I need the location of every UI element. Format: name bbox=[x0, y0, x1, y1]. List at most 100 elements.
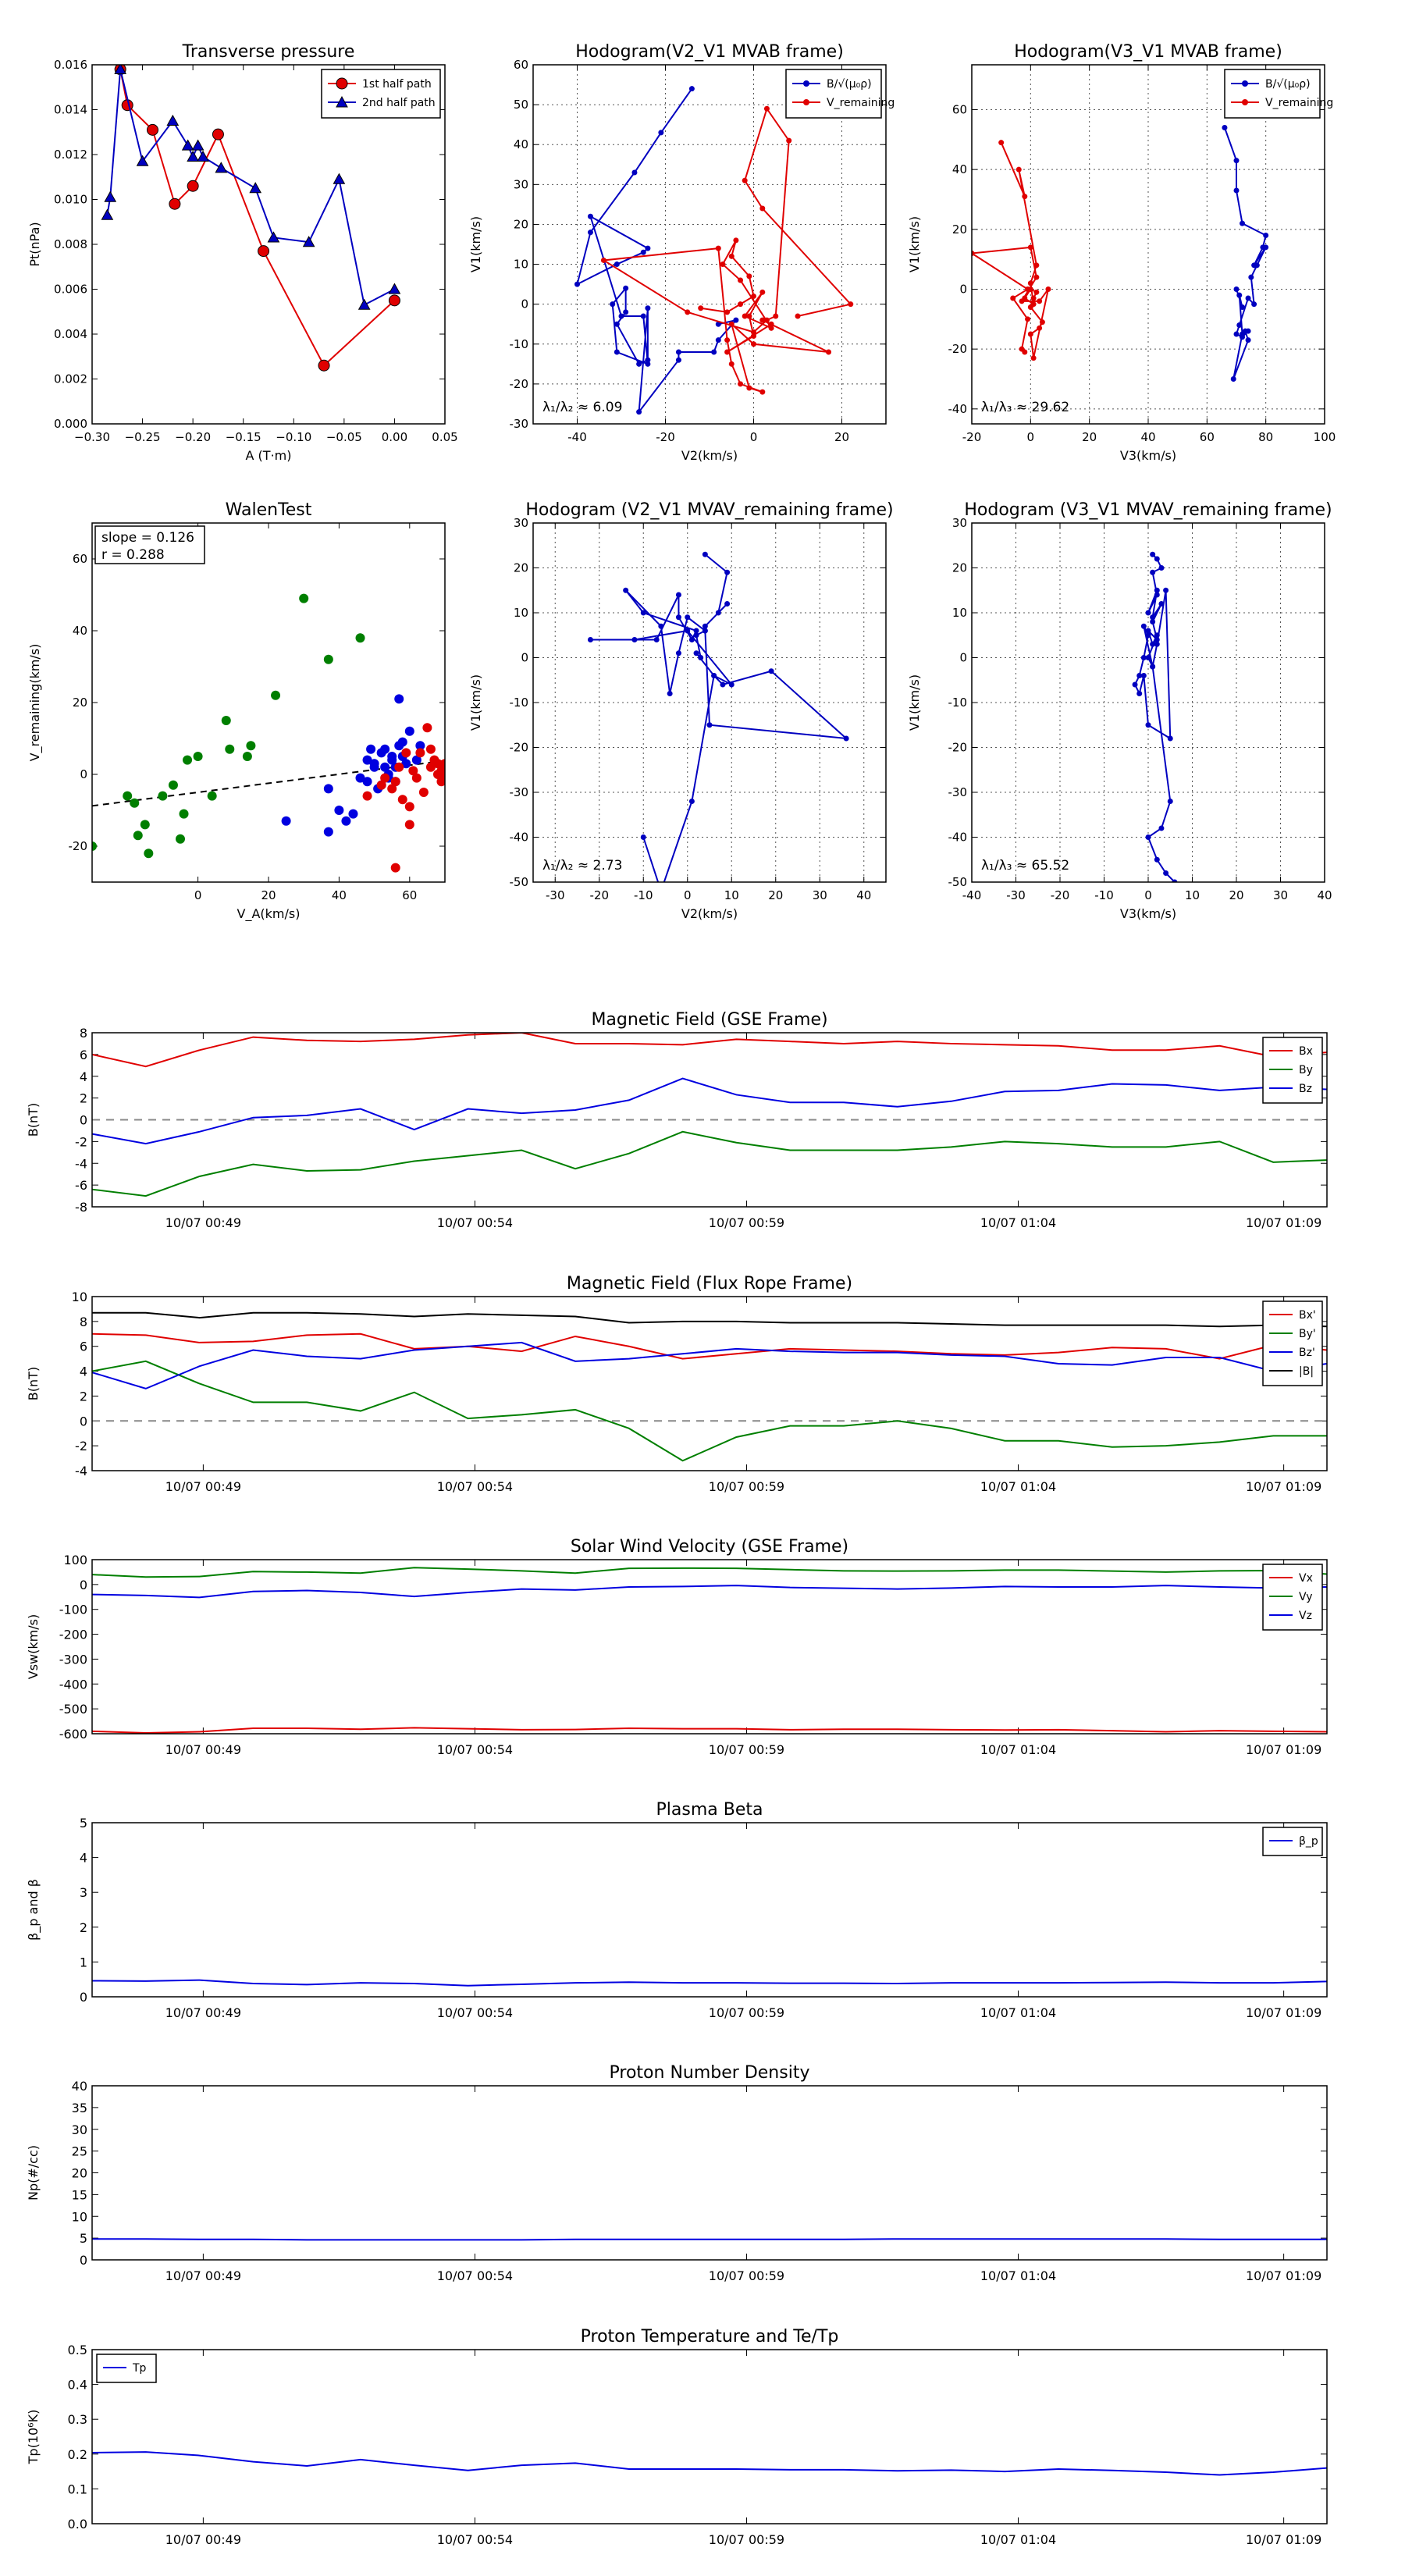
hodo4-xtick-label: 40 bbox=[1317, 888, 1332, 902]
mag_gse-ytick-label: -4 bbox=[75, 1156, 87, 1171]
hodo4-point bbox=[1150, 614, 1156, 621]
walen-point bbox=[168, 780, 178, 790]
walen-point bbox=[411, 773, 422, 783]
walen-point bbox=[380, 762, 390, 772]
walen-point bbox=[348, 809, 358, 819]
hodo2-point bbox=[1248, 274, 1254, 280]
hodo2-xtick-label: 60 bbox=[1200, 430, 1215, 444]
walen-point bbox=[341, 816, 351, 826]
mag_fr-ytick-label: 4 bbox=[80, 1364, 87, 1379]
hodo2-point bbox=[1240, 220, 1246, 226]
hodo3-point bbox=[675, 650, 681, 656]
mag_fr-ytick-label: 2 bbox=[80, 1389, 87, 1404]
hodo1-point bbox=[826, 349, 832, 355]
transverse-point bbox=[388, 294, 400, 307]
hodo3-point bbox=[698, 655, 704, 660]
hodo4-ytick-label: 10 bbox=[952, 606, 967, 620]
mag_gse-ytick-label: 2 bbox=[80, 1091, 87, 1106]
hodo3-point bbox=[693, 650, 699, 656]
walen-title: WalenTest bbox=[226, 500, 312, 520]
walen-chart: 0 20 40 60 -20 0 20 40 60 WalenTest V_A(km/s) V_rem… bbox=[27, 500, 445, 922]
transverse-xlabel: A (T·m) bbox=[246, 448, 292, 463]
hodo4-point bbox=[1154, 556, 1160, 562]
hodo4-point bbox=[1154, 587, 1160, 593]
hodo2-point bbox=[1010, 295, 1016, 301]
mag_fr-legend-label: |B| bbox=[1299, 1365, 1314, 1378]
hodo2-legend bbox=[1224, 69, 1321, 119]
hodo2-point bbox=[1045, 286, 1051, 292]
hodo1-point bbox=[614, 321, 620, 327]
np-xtick-label: 10/07 00:54 bbox=[437, 2268, 513, 2283]
hodo3-point bbox=[640, 610, 646, 616]
hodo4-ytick-label: 0 bbox=[959, 651, 967, 665]
hodo2-plot-area bbox=[972, 125, 1269, 382]
hodo1-point bbox=[742, 177, 748, 183]
hodo1-point bbox=[720, 262, 726, 268]
hodo3-xtick-label: 20 bbox=[768, 888, 783, 902]
hodo3-point bbox=[685, 628, 691, 634]
beta-xtick-label: 10/07 00:59 bbox=[709, 2005, 784, 2020]
hodo1-point bbox=[768, 325, 774, 331]
vsw-legend-label: Vz bbox=[1299, 1610, 1312, 1622]
mag_gse-xtick-label: 10/07 00:59 bbox=[709, 1215, 784, 1230]
hodo2-ylabel: V1(km/s) bbox=[907, 216, 922, 272]
walen-point bbox=[323, 784, 333, 794]
hodo1-point bbox=[728, 361, 735, 367]
hodo3-point bbox=[702, 623, 708, 629]
hodo1-chart: -40 -20 0 20 -30 -20 -10 0 10 20 30 40 50 60 Hodogram(… bbox=[468, 42, 895, 463]
mag_gse-ytick-label: -6 bbox=[75, 1178, 87, 1193]
vsw-ytick-label: 100 bbox=[63, 1553, 87, 1567]
hodo3-point bbox=[720, 681, 726, 688]
walen-point bbox=[415, 741, 425, 751]
hodo2-xtick-label: 0 bbox=[1027, 430, 1035, 444]
hodo3-ytick-label: -50 bbox=[510, 875, 529, 889]
hodo1-point bbox=[618, 313, 624, 319]
vsw-title: Solar Wind Velocity (GSE Frame) bbox=[571, 1537, 848, 1557]
transverse-xtick-label: 0.00 bbox=[382, 430, 407, 444]
hodo3-point bbox=[667, 691, 673, 696]
hodo1-ytick-label: -30 bbox=[510, 417, 529, 431]
hodo4-point bbox=[1150, 619, 1156, 624]
hodo1-series-line-0 bbox=[575, 88, 738, 415]
tp-plot-area bbox=[92, 2451, 1327, 2476]
np-xtick-label: 10/07 00:49 bbox=[165, 2268, 241, 2283]
walen-ytick-label: 60 bbox=[73, 552, 87, 566]
hodo4-xtick-label: -30 bbox=[1006, 888, 1026, 902]
hodo4-point bbox=[1150, 569, 1156, 575]
hodo3-ytick-label: 30 bbox=[514, 516, 528, 530]
walen-point bbox=[415, 748, 425, 758]
walen-point bbox=[140, 820, 150, 830]
walen-point bbox=[123, 791, 133, 801]
hodo2-point bbox=[1039, 319, 1045, 326]
hodo4-xtick-label: 0 bbox=[1144, 888, 1152, 902]
hodo3-title: Hodogram (V2_V1 MVAV_remaining frame) bbox=[525, 500, 893, 520]
transverse-point bbox=[101, 208, 114, 220]
walen-point bbox=[404, 726, 414, 736]
hodo3-point bbox=[685, 614, 691, 621]
hodo1-point bbox=[600, 257, 606, 263]
hodo1-point bbox=[759, 289, 766, 295]
hodo1-point bbox=[724, 337, 731, 343]
hodo4-point bbox=[1172, 879, 1178, 882]
hodo2-point bbox=[1254, 262, 1260, 269]
walen-point bbox=[418, 788, 429, 797]
hodo1-xlabel: V2(km/s) bbox=[681, 448, 738, 463]
transverse-point bbox=[318, 359, 330, 372]
hodo4-ytick-label: -50 bbox=[948, 875, 968, 889]
vsw-ytick-label: -600 bbox=[59, 1727, 87, 1742]
mag_gse-xtick-label: 10/07 01:09 bbox=[1246, 1215, 1321, 1230]
walen-point bbox=[394, 762, 404, 772]
hodo4-point bbox=[1132, 681, 1138, 688]
walen-ylabel: V_remaining(km/s) bbox=[27, 644, 43, 762]
transverse-legend-marker bbox=[336, 95, 348, 108]
hodo4-xtick-label: 30 bbox=[1273, 888, 1288, 902]
beta-ytick-label: 2 bbox=[80, 1920, 87, 1935]
beta-xtick-label: 10/07 01:04 bbox=[980, 2005, 1056, 2020]
hodo3-xtick-label: 0 bbox=[684, 888, 692, 902]
hodo2-point bbox=[1027, 244, 1033, 251]
hodo4-ytick-label: 30 bbox=[952, 516, 967, 530]
hodo4-ytick-label: 20 bbox=[952, 561, 967, 575]
hodo2-point bbox=[1222, 125, 1228, 130]
hodo2-point bbox=[972, 251, 975, 256]
hodo1-point bbox=[724, 349, 731, 355]
